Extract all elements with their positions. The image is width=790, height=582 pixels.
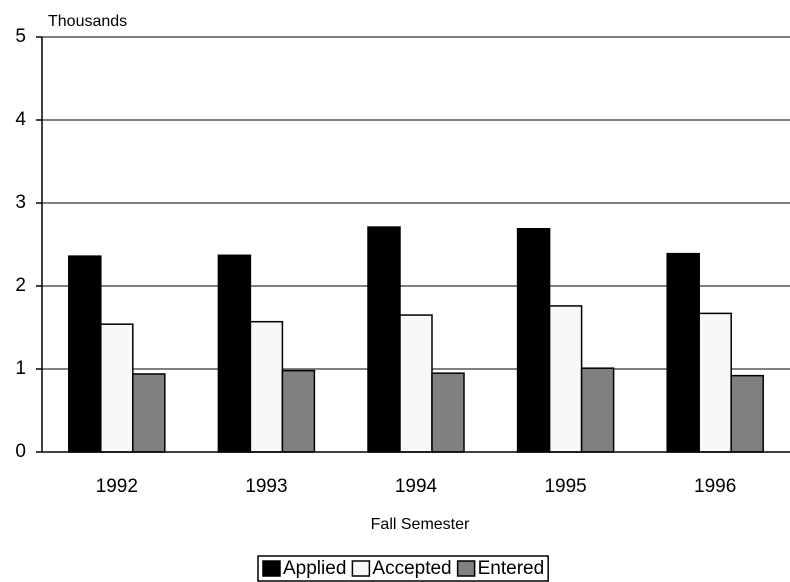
- legend-label: Entered: [478, 558, 545, 579]
- bar: [100, 323, 134, 453]
- y-tick-label: 3: [15, 192, 26, 213]
- x-axis-label: Fall Semester: [371, 516, 470, 533]
- bar: [516, 227, 551, 453]
- legend-label: Accepted: [372, 558, 451, 579]
- x-tick-label: 1994: [395, 476, 438, 497]
- bar: [281, 369, 316, 453]
- legend: Applied Accepted Entered: [257, 555, 549, 582]
- bar: [68, 255, 102, 453]
- legend-box: [257, 555, 549, 582]
- y-axis-label: Thousands: [48, 13, 127, 30]
- bar: [698, 312, 732, 453]
- legend-swatch: [351, 560, 371, 577]
- legend-swatch: [456, 560, 476, 577]
- x-tick-label: 1993: [245, 476, 287, 497]
- bar: [730, 374, 764, 453]
- bar: [367, 226, 401, 453]
- bar: [249, 320, 284, 453]
- y-tick-label: 4: [15, 109, 26, 130]
- bar: [431, 372, 465, 453]
- bar: [217, 254, 252, 453]
- bar: [132, 373, 166, 453]
- y-tick-label: 0: [15, 441, 26, 462]
- x-tick-label: 1992: [96, 476, 138, 497]
- x-tick-label: 1995: [544, 476, 586, 497]
- y-tick-label: 2: [15, 275, 26, 296]
- y-tick-label: 5: [15, 26, 26, 47]
- bar: [399, 314, 433, 453]
- legend-label: Applied: [283, 558, 346, 579]
- bar: [666, 252, 700, 453]
- x-tick-label: 1996: [694, 476, 736, 497]
- legend-swatch: [262, 560, 281, 577]
- y-tick-label: 1: [15, 358, 26, 379]
- bar: [548, 305, 583, 453]
- bar: [580, 367, 615, 453]
